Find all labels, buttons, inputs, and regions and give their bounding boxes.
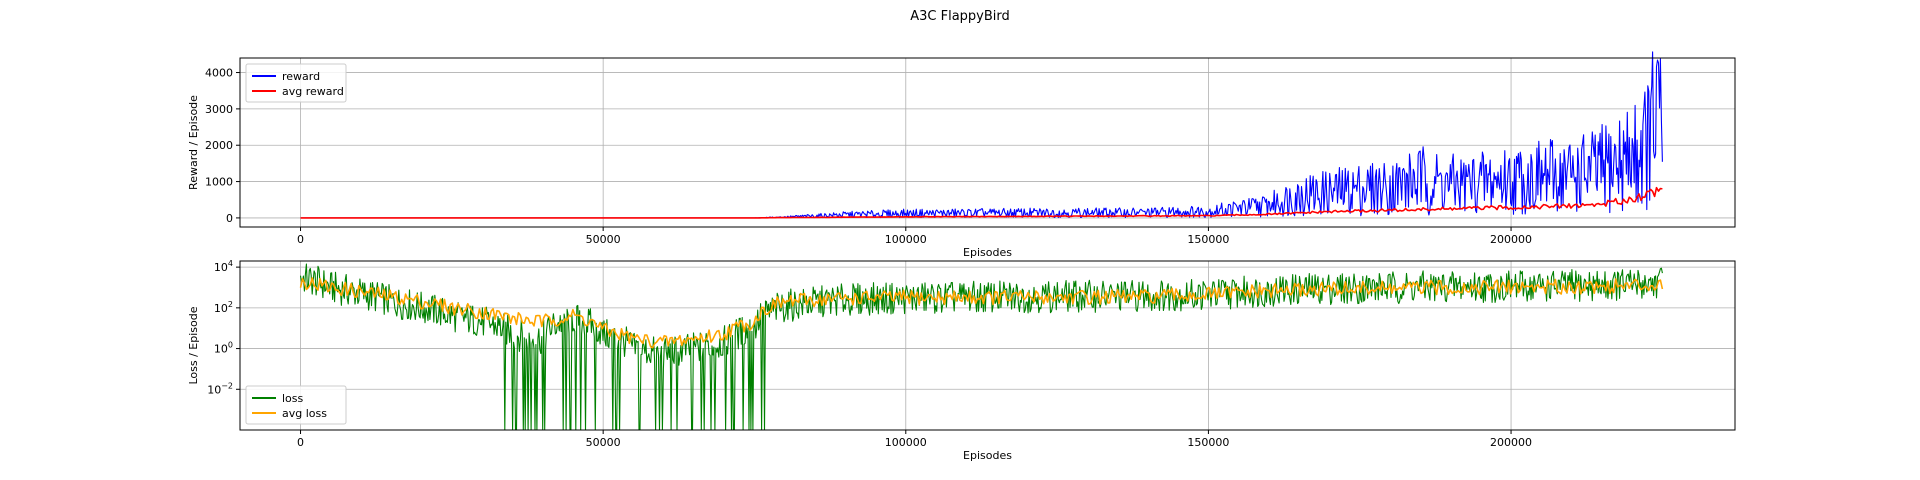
ticks: 0 50000 100000 150000 200000 0 1000 2000 3000 400… [205, 67, 1532, 246]
series-loss-line [299, 263, 1663, 431]
figure-title: A3C FlappyBird [910, 9, 1010, 24]
x-tick-label: 50000 [586, 436, 621, 449]
y-tick-label: 104 [214, 259, 233, 274]
x-tick-label: 50000 [586, 233, 621, 246]
series-avg-reward-line [300, 186, 1663, 219]
legend-box [245, 63, 347, 103]
x-tick-label: 100000 [885, 233, 927, 246]
legend-label-avg-loss: avg loss [282, 407, 327, 420]
y-tick-label: 2000 [205, 139, 233, 152]
y-axis-label: Reward / Episode [187, 95, 200, 190]
reward-plot: 0 50000 100000 150000 200000 0 1000 2000 3000 400… [187, 51, 1736, 259]
x-axis-label: Episodes [963, 246, 1012, 259]
legend-label-loss: loss [282, 392, 304, 405]
ticks: 0 50000 100000 150000 200000 10−2 100 102 104 [207, 259, 1532, 449]
x-tick-label: 150000 [1187, 233, 1229, 246]
plot-frame [239, 57, 1736, 228]
series-avg-loss-line [299, 277, 1664, 349]
series-layer [300, 51, 1663, 219]
y-tick-label: 4000 [205, 67, 233, 80]
legend-entry-avg-loss: avg loss [252, 407, 327, 420]
series-layer [299, 263, 1664, 431]
legend: reward avg reward [245, 63, 347, 103]
x-tick-label: 0 [297, 436, 304, 449]
legend-entry-loss: loss [252, 392, 304, 405]
y-tick-label: 100 [214, 341, 233, 356]
legend-box [245, 385, 347, 425]
x-tick-label: 200000 [1490, 233, 1532, 246]
x-tick-label: 150000 [1187, 436, 1229, 449]
x-tick-label: 200000 [1490, 436, 1532, 449]
x-tick-label: 100000 [885, 436, 927, 449]
y-tick-label: 3000 [205, 103, 233, 116]
legend-label-reward: reward [282, 70, 320, 83]
y-tick-label: 10−2 [207, 381, 233, 396]
y-tick-label: 1000 [205, 176, 233, 189]
x-axis-label: Episodes [963, 449, 1012, 462]
x-tick-label: 0 [297, 233, 304, 246]
legend: loss avg loss [245, 385, 347, 425]
grid [240, 261, 1735, 430]
loss-plot: 0 50000 100000 150000 200000 10−2 100 102 104 Ep… [187, 259, 1736, 462]
y-tick-label: 102 [214, 300, 233, 315]
legend-label-avg-reward: avg reward [282, 85, 344, 98]
legend-entry-avg-reward: avg reward [252, 85, 344, 98]
plot-frame [239, 260, 1736, 431]
legend-entry-reward: reward [252, 70, 320, 83]
y-tick-label: 0 [226, 212, 233, 225]
y-axis-label: Loss / Episode [187, 306, 200, 384]
series-reward-line [300, 51, 1663, 219]
